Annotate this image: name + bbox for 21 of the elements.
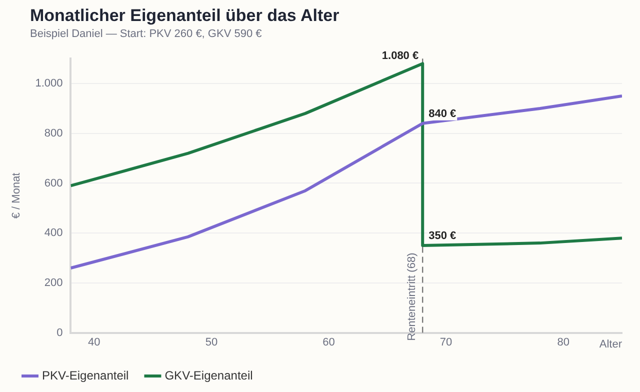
chart-title: Monatlicher Eigenanteil über das Alter — [30, 6, 340, 26]
chart-subtitle: Beispiel Daniel — Start: PKV 260 €, GKV 590 € — [30, 28, 262, 40]
y-tick-label: 200 — [44, 276, 63, 289]
y-tick-label: 1.000 — [35, 78, 63, 90]
data-label: 1.080 € — [382, 50, 419, 62]
y-tick-label: 800 — [44, 127, 63, 140]
legend-label: GKV-Eigenanteil — [164, 368, 253, 382]
y-axis-title: € / Monat — [10, 172, 23, 219]
data-label: 350 € — [428, 230, 456, 242]
x-tick-label: 40 — [88, 336, 100, 348]
y-tick-label: 600 — [44, 177, 63, 190]
legend-label: PKV-Eigenanteil — [42, 368, 129, 382]
y-tick-label: 0 — [56, 326, 63, 339]
x-axis-title: Alter — [599, 338, 622, 350]
y-tick-label: 400 — [44, 227, 63, 240]
data-label: 840 € — [428, 108, 456, 120]
x-tick-label: 70 — [440, 336, 452, 348]
ref-line-label: Renteneintritt (68) — [406, 252, 418, 341]
x-tick-label: 80 — [557, 336, 570, 348]
x-tick-label: 50 — [205, 336, 218, 348]
x-tick-label: 60 — [322, 336, 335, 348]
